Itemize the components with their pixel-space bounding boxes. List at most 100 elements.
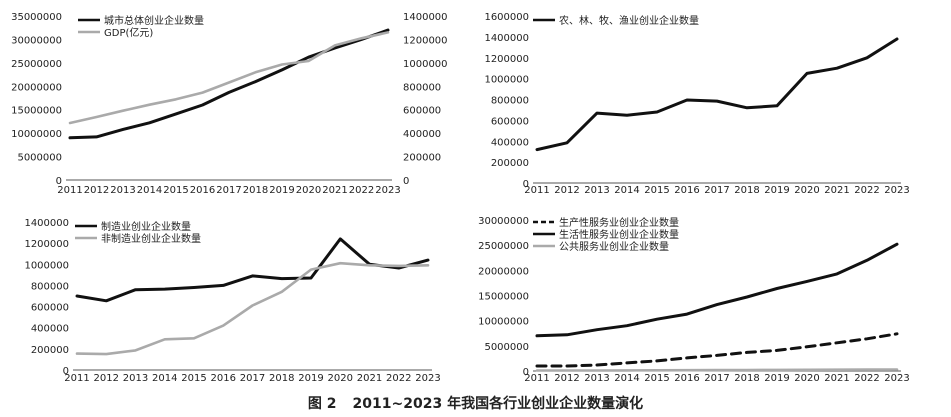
x-tick-label: 2017 (704, 373, 729, 384)
y-tick-label: 25000000 (478, 241, 529, 252)
figure-caption: 图 2 2011~2023 年我国各行业创业企业数量演化 (0, 393, 951, 413)
legend-label: 制造业创业企业数量 (101, 220, 191, 233)
y-tick-label: 1600000 (484, 12, 529, 23)
y-tick-label: 1200000 (24, 239, 69, 250)
x-tick-label: 2015 (644, 373, 669, 384)
x-tick-label: 2023 (884, 185, 909, 196)
y-right-tick-label: 1000000 (403, 59, 448, 70)
y-tick-label: 200000 (491, 158, 529, 169)
y-tick-label: 600000 (31, 303, 69, 314)
x-tick-label: 2023 (884, 373, 909, 384)
y-tick-label: 1400000 (484, 33, 529, 44)
x-tick-label: 2012 (554, 185, 579, 196)
caption-label: 图 2 (307, 396, 337, 412)
y-tick-label: 400000 (31, 324, 69, 335)
y-right-tick-label: 200000 (403, 153, 441, 164)
x-tick-label: 2019 (764, 373, 789, 384)
x-tick-label: 2022 (854, 185, 879, 196)
x-tick-label: 2023 (415, 373, 440, 384)
x-tick-label: 2020 (794, 185, 819, 196)
x-tick-label: 2016 (190, 185, 215, 196)
y-tick-label: 15000000 (11, 106, 62, 117)
x-tick-label: 2015 (163, 185, 188, 196)
y-tick-label: 1200000 (484, 54, 529, 65)
x-tick-label: 2014 (614, 185, 639, 196)
x-tick-label: 2019 (298, 373, 323, 384)
legend-label: 非制造业创业企业数量 (101, 232, 201, 245)
legend-label: 生产性服务业创业企业数量 (559, 216, 679, 229)
y-tick-label: 0 (523, 179, 529, 190)
chart-panel-4: 2011 2012 2013 2014 2015 2016 2017 2018 2019 2020… (478, 216, 910, 384)
caption-text: 2011~2023 年我国各行业创业企业数量演化 (352, 396, 644, 412)
legend-label: GDP(亿元) (104, 26, 153, 39)
y-right-tick-label: 400000 (403, 129, 441, 140)
x-tick-label: 2021 (824, 185, 849, 196)
legend-label: 生活性服务业创业企业数量 (559, 228, 679, 241)
y-tick-label: 600000 (491, 116, 529, 127)
x-tick-label: 2017 (240, 373, 265, 384)
x-tick-label: 2017 (216, 185, 241, 196)
series-line-1 (75, 237, 430, 303)
y-tick-label: 1400000 (24, 218, 69, 229)
x-tick-label: 2018 (734, 185, 759, 196)
x-tick-label: 2016 (674, 373, 699, 384)
y-tick-label: 0 (523, 367, 529, 378)
y-right-tick-label: 600000 (403, 106, 441, 117)
x-tick-label: 2011 (524, 373, 549, 384)
legend-label: 城市总体创业企业数量 (104, 14, 204, 27)
x-tick-label: 2013 (110, 185, 135, 196)
x-tick-label: 2018 (243, 185, 268, 196)
x-tick-label: 2012 (84, 185, 109, 196)
x-tick-label: 2014 (614, 373, 639, 384)
series-line-1 (535, 332, 899, 368)
chart-panel-1: 2011 2012 2013 2014 2015 2016 2017 2018 2019 2020… (11, 12, 447, 196)
y-tick-label: 30000000 (478, 216, 529, 227)
y-tick-label: 20000000 (11, 82, 62, 93)
y-right-tick-label: 0 (403, 176, 409, 187)
legend-label: 农、林、牧、渔业创业企业数量 (559, 14, 699, 27)
y-tick-label: 0 (56, 176, 62, 187)
chart-panel-2: 2011 2012 2013 2014 2015 2016 2017 2018 2019 2020… (484, 12, 909, 196)
x-tick-label: 2016 (211, 373, 236, 384)
y-tick-label: 5000000 (484, 342, 529, 353)
x-tick-label: 2022 (349, 185, 374, 196)
x-tick-label: 2019 (764, 185, 789, 196)
y-tick-label: 400000 (491, 137, 529, 148)
x-tick-label: 2015 (644, 185, 669, 196)
x-tick-label: 2011 (64, 373, 89, 384)
y-tick-label: 10000000 (478, 317, 529, 328)
y-tick-label: 1000000 (24, 260, 69, 271)
y-tick-label: 25000000 (11, 59, 62, 70)
x-tick-label: 2012 (94, 373, 119, 384)
y-tick-label: 5000000 (17, 153, 62, 164)
x-tick-label: 2014 (137, 185, 162, 196)
x-tick-label: 2013 (123, 373, 148, 384)
series-line-2 (75, 261, 430, 356)
y-tick-label: 0 (63, 366, 69, 377)
x-tick-label: 2018 (269, 373, 294, 384)
x-tick-label: 2021 (322, 185, 347, 196)
y-tick-label: 200000 (31, 345, 69, 356)
x-tick-label: 2013 (584, 373, 609, 384)
x-tick-label: 2016 (674, 185, 699, 196)
series-line-1 (535, 37, 899, 152)
x-tick-label: 2013 (584, 185, 609, 196)
y-right-tick-label: 1400000 (403, 12, 448, 23)
x-tick-label: 2022 (854, 373, 879, 384)
x-tick-label: 2020 (794, 373, 819, 384)
y-tick-label: 1000000 (484, 75, 529, 86)
x-tick-label: 2023 (375, 185, 400, 196)
x-tick-label: 2020 (328, 373, 353, 384)
x-tick-label: 2021 (824, 373, 849, 384)
x-tick-label: 2011 (57, 185, 82, 196)
y-tick-label: 15000000 (478, 292, 529, 303)
y-right-tick-label: 800000 (403, 82, 441, 93)
series-line-3 (535, 368, 899, 372)
y-tick-label: 30000000 (11, 35, 62, 46)
y-tick-label: 800000 (31, 281, 69, 292)
x-tick-label: 2017 (704, 185, 729, 196)
x-tick-label: 2015 (181, 373, 206, 384)
x-tick-label: 2011 (524, 185, 549, 196)
series-line-2 (535, 242, 899, 338)
